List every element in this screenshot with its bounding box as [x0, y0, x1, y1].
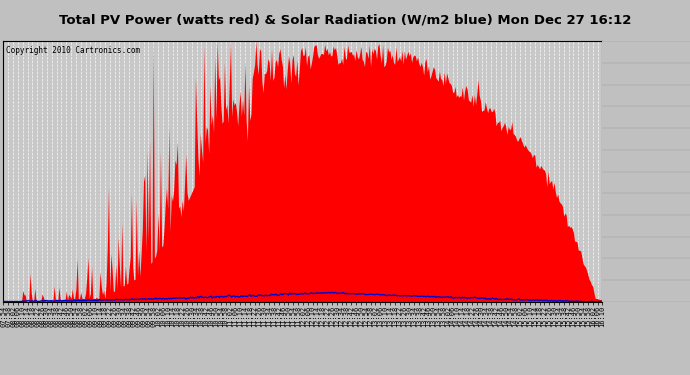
Text: Copyright 2010 Cartronics.com: Copyright 2010 Cartronics.com — [6, 46, 141, 56]
Text: Total PV Power (watts red) & Solar Radiation (W/m2 blue) Mon Dec 27 16:12: Total PV Power (watts red) & Solar Radia… — [59, 13, 631, 26]
